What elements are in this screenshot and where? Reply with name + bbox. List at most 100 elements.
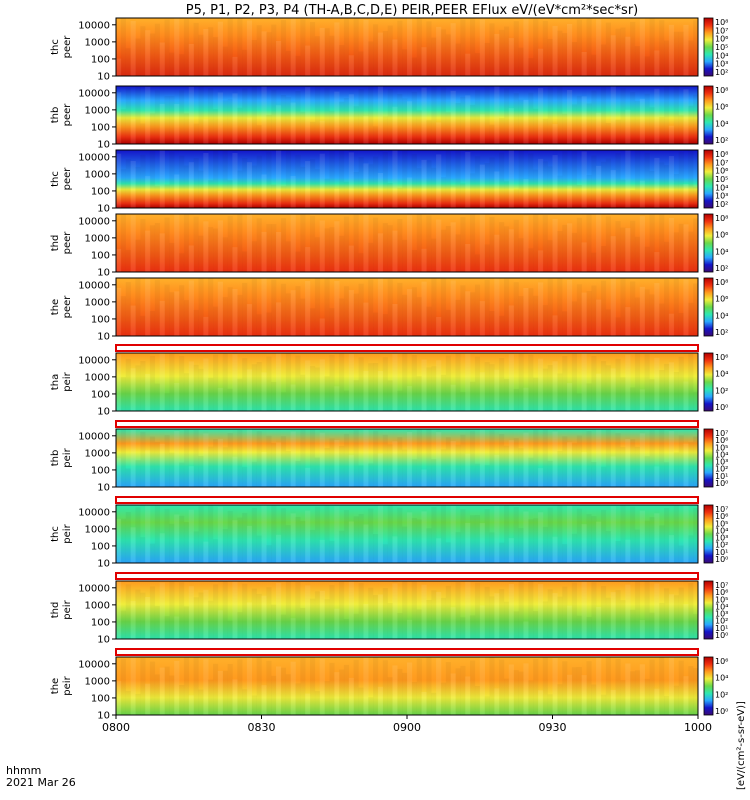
panel-frame bbox=[115, 213, 699, 273]
colorbar-tick-label: 10⁶ bbox=[715, 436, 728, 445]
spectrogram-texture bbox=[116, 353, 699, 411]
panel-frame bbox=[115, 277, 699, 337]
y-tick-label: 1000 bbox=[85, 37, 110, 48]
colorbar-tick-label: 10² bbox=[715, 617, 728, 626]
spectrogram-image bbox=[116, 353, 698, 411]
panel-label: thc peir bbox=[50, 523, 73, 543]
y-tick-label: 10000 bbox=[78, 659, 110, 670]
chart-title: P5, P1, P2, P3, P4 (TH-A,B,C,D,E) PEIR,P… bbox=[186, 3, 639, 18]
y-ticks: 10000 1000 100 10 bbox=[78, 507, 116, 570]
colorbar-tick-label: 10² bbox=[715, 690, 728, 699]
y-tick-label: 10000 bbox=[78, 355, 110, 366]
colorbar-tick-label: 10³ bbox=[715, 60, 728, 69]
probe-label: the bbox=[50, 299, 61, 315]
spectrogram-texture bbox=[116, 150, 699, 208]
colorbar-tick-label: 10⁷ bbox=[715, 581, 728, 590]
x-tick-label: 0830 bbox=[248, 721, 276, 734]
panel-frame bbox=[115, 352, 699, 412]
colorbar-tick-label: 10² bbox=[715, 200, 728, 209]
y-tick-label: 10000 bbox=[78, 20, 110, 31]
panel-the-peer: 10000 1000 100 10 the peer 10⁸ 10⁶ 10⁴ 10² bbox=[50, 277, 728, 343]
separator-bar bbox=[115, 496, 699, 504]
colorbar-tick-label: 10⁷ bbox=[715, 26, 728, 35]
probe-label: thc bbox=[50, 39, 61, 55]
colorbar-tick-label: 10² bbox=[715, 136, 728, 145]
colorbar-tick-label: 10⁶ bbox=[715, 35, 728, 44]
colorbar-tick-label: 10² bbox=[715, 465, 728, 474]
colorbar-tick-label: 10¹ bbox=[715, 548, 728, 557]
colorbar-tick-label: 10⁶ bbox=[715, 512, 728, 521]
panel-label: thd peer bbox=[50, 231, 73, 255]
x-axis-label: hhmm bbox=[6, 764, 41, 777]
colorbar-tick-label: 10⁴ bbox=[715, 674, 728, 683]
probe-label: thc bbox=[50, 526, 61, 542]
y-tick-label: 10 bbox=[97, 711, 110, 722]
colorbar-tick-label: 10⁶ bbox=[715, 103, 728, 112]
y-tick-label: 100 bbox=[91, 250, 110, 261]
y-tick-label: 1000 bbox=[85, 524, 110, 535]
colorbar-tick-label: 10³ bbox=[715, 458, 728, 467]
panel-frame bbox=[115, 85, 699, 145]
colorbar-tick-label: 10⁵ bbox=[715, 595, 728, 604]
colorbar-tick-label: 10⁰ bbox=[715, 555, 728, 564]
y-tick-label: 100 bbox=[91, 617, 110, 628]
spectrogram-image bbox=[116, 505, 698, 563]
panel-thd-peer: 10000 1000 100 10 thd peer 10⁸ 10⁶ 10⁴ 10² bbox=[50, 213, 728, 279]
instrument-label: peer bbox=[62, 295, 73, 319]
panel-label: thc peer bbox=[50, 35, 73, 59]
separator-bar bbox=[115, 420, 699, 428]
y-ticks: 10000 1000 100 10 bbox=[78, 88, 116, 151]
y-tick-label: 10 bbox=[97, 559, 110, 570]
colorbar bbox=[703, 85, 714, 145]
colorbar-tick-label: 10³ bbox=[715, 610, 728, 619]
colorbar-ticks: 10⁶ 10⁴ 10² 10⁰ bbox=[715, 353, 728, 412]
colorbar-tick-label: 10⁶ bbox=[715, 295, 728, 304]
time-axis: 0800 0830 0900 0930 1000 bbox=[102, 715, 712, 734]
y-tick-label: 100 bbox=[91, 693, 110, 704]
y-tick-label: 1000 bbox=[85, 372, 110, 383]
y-tick-label: 1000 bbox=[85, 105, 110, 116]
y-tick-label: 10 bbox=[97, 332, 110, 343]
instrument-label: peir bbox=[62, 675, 73, 695]
spectrogram-image bbox=[116, 657, 698, 715]
colorbar-tick-label: 10⁴ bbox=[715, 183, 728, 192]
colorbar-tick-label: 10⁴ bbox=[715, 247, 728, 256]
spectrogram-texture bbox=[116, 581, 699, 639]
colorbar-ticks: 10⁸ 10⁶ 10⁴ 10² bbox=[715, 278, 728, 337]
y-ticks: 10000 1000 100 10 bbox=[78, 152, 116, 215]
panel-label: the peer bbox=[50, 295, 73, 319]
colorbar-tick-label: 10⁶ bbox=[715, 588, 728, 597]
colorbar-tick-label: 10³ bbox=[715, 534, 728, 543]
colorbar-tick-label: 10⁴ bbox=[715, 526, 728, 535]
panel-thb-peer: 10000 1000 100 10 thb peer 10⁸ 10⁶ 10⁴ 10² bbox=[50, 85, 728, 151]
y-tick-label: 1000 bbox=[85, 297, 110, 308]
y-tick-label: 100 bbox=[91, 541, 110, 552]
y-tick-label: 10 bbox=[97, 72, 110, 83]
spectrogram-image bbox=[116, 581, 698, 639]
panel-label: thc peer bbox=[50, 167, 73, 191]
colorbar-tick-label: 10⁰ bbox=[715, 707, 728, 716]
panel-frame bbox=[115, 580, 699, 640]
colorbar-tick-label: 10⁵ bbox=[715, 175, 728, 184]
colorbar bbox=[703, 580, 714, 640]
instrument-label: peir bbox=[62, 447, 73, 467]
colorbar bbox=[703, 504, 714, 564]
y-tick-label: 100 bbox=[91, 122, 110, 133]
y-tick-label: 1000 bbox=[85, 600, 110, 611]
y-tick-label: 100 bbox=[91, 186, 110, 197]
y-tick-label: 1000 bbox=[85, 169, 110, 180]
y-tick-label: 10000 bbox=[78, 88, 110, 99]
y-tick-label: 10 bbox=[97, 204, 110, 215]
colorbar-tick-label: 10² bbox=[715, 328, 728, 337]
x-tick-label: 0900 bbox=[393, 721, 421, 734]
colorbar-tick-label: 10⁴ bbox=[715, 51, 728, 60]
y-tick-label: 10 bbox=[97, 407, 110, 418]
colorbar-tick-label: 10⁷ bbox=[715, 505, 728, 514]
y-tick-label: 100 bbox=[91, 465, 110, 476]
colorbar-tick-label: 10⁸ bbox=[715, 150, 728, 159]
